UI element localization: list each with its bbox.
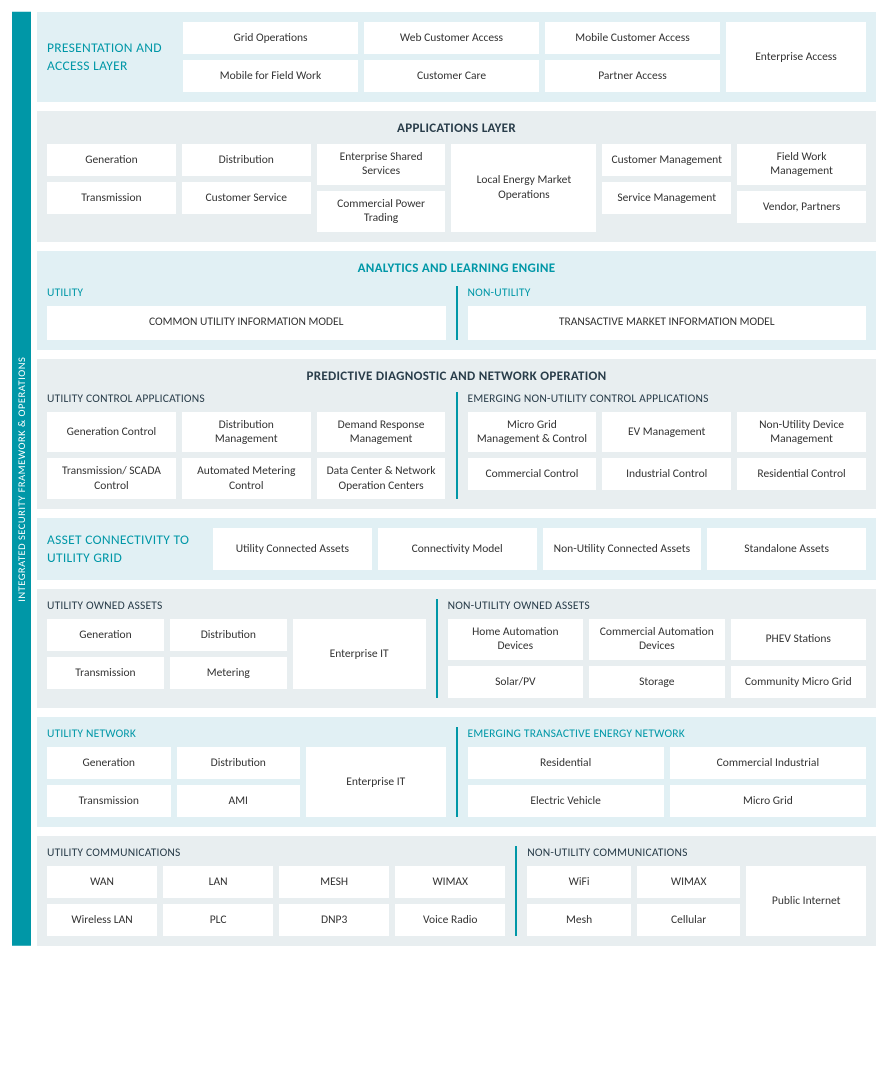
box: Solar/PV (448, 666, 583, 698)
diagram-frame: INTEGRATED SECURITY FRAMEWORK & OPERATIO… (12, 12, 876, 946)
box: Commercial Automation Devices (589, 619, 724, 660)
box: WAN (47, 866, 157, 898)
box: Wireless LAN (47, 904, 157, 936)
box: PLC (163, 904, 273, 936)
analytics-section: ANALYTICS AND LEARNING ENGINE UTILITY CO… (37, 251, 876, 350)
box: Local Energy Market Operations (451, 144, 596, 232)
box: Public Internet (746, 866, 866, 936)
analytics-left-label: UTILITY (47, 286, 446, 300)
comms-right-label: NON-UTILITY COMMUNICATIONS (527, 846, 866, 860)
box: Transmission (47, 182, 176, 214)
box: AMI (177, 785, 301, 817)
predictive-title: PREDICTIVE DIAGNOSTIC AND NETWORK OPERAT… (47, 369, 866, 384)
owned-left-label: UTILITY OWNED ASSETS (47, 599, 426, 613)
network-left-label: UTILITY NETWORK (47, 727, 446, 741)
asset-conn-title: ASSET CONNECTIVITY TO UTILITY GRID (47, 531, 207, 566)
box: Distribution (177, 747, 301, 779)
box: Distribution Management (182, 412, 311, 453)
predictive-section: PREDICTIVE DIAGNOSTIC AND NETWORK OPERAT… (37, 359, 876, 510)
asset-connectivity-section: ASSET CONNECTIVITY TO UTILITY GRID Utili… (37, 518, 876, 580)
box: Connectivity Model (378, 528, 537, 570)
box: TRANSACTIVE MARKET INFORMATION MODEL (468, 306, 867, 340)
box: Micro Grid Management & Control (468, 412, 597, 453)
box: Community Micro Grid (731, 666, 866, 698)
box: Distribution (170, 619, 287, 651)
applications-title: APPLICATIONS LAYER (47, 121, 866, 136)
box: Generation (47, 747, 171, 779)
box: Micro Grid (670, 785, 866, 817)
box: Automated Metering Control (182, 458, 311, 499)
owned-right-label: NON-UTILITY OWNED ASSETS (448, 599, 866, 613)
analytics-right-label: NON-UTILITY (468, 286, 867, 300)
presentation-section: PRESENTATION AND ACCESS LAYER Grid Opera… (37, 12, 876, 102)
box: Demand Response Management (317, 412, 446, 453)
box: Enterprise IT (306, 747, 446, 817)
box: Standalone Assets (707, 528, 866, 570)
box: Transmission (47, 785, 171, 817)
box: WiFi (527, 866, 631, 898)
box: Home Automation Devices (448, 619, 583, 660)
box: Utility Connected Assets (213, 528, 372, 570)
box: Mobile for Field Work (183, 60, 358, 92)
box: Residential (468, 747, 664, 779)
box: Vendor, Partners (737, 191, 866, 223)
box: Storage (589, 666, 724, 698)
owned-assets-section: UTILITY OWNED ASSETS Generation Transmis… (37, 589, 876, 708)
box: Commercial Power Trading (317, 191, 446, 232)
predictive-right-label: EMERGING NON-UTILITY CONTROL APPLICATION… (468, 392, 867, 406)
box: Field Work Management (737, 144, 866, 185)
sidebar-label: INTEGRATED SECURITY FRAMEWORK & OPERATIO… (12, 12, 31, 946)
box: PHEV Stations (731, 619, 866, 660)
presentation-title: PRESENTATION AND ACCESS LAYER (47, 39, 177, 74)
box: Enterprise IT (293, 619, 426, 689)
communications-section: UTILITY COMMUNICATIONS WAN LAN MESH WIMA… (37, 836, 876, 946)
box: Customer Service (182, 182, 311, 214)
box: Enterprise Access (726, 22, 866, 92)
box: Customer Care (364, 60, 539, 92)
predictive-left-label: UTILITY CONTROL APPLICATIONS (47, 392, 446, 406)
box: Mesh (527, 904, 631, 936)
box: Mobile Customer Access (545, 22, 720, 54)
box: Web Customer Access (364, 22, 539, 54)
box: Transmission/ SCADA Control (47, 458, 176, 499)
box: WIMAX (395, 866, 505, 898)
network-section: UTILITY NETWORK Generation Transmission … (37, 717, 876, 827)
box: Industrial Control (602, 458, 731, 490)
box: COMMON UTILITY INFORMATION MODEL (47, 306, 446, 340)
box: Generation (47, 619, 164, 651)
box: Partner Access (545, 60, 720, 92)
box: Non-Utility Device Management (737, 412, 866, 453)
box: Commercial Industrial (670, 747, 866, 779)
box: Generation (47, 144, 176, 176)
comms-left-label: UTILITY COMMUNICATIONS (47, 846, 505, 860)
box: Service Management (602, 182, 731, 214)
box: EV Management (602, 412, 731, 453)
box: Voice Radio (395, 904, 505, 936)
box: Grid Operations (183, 22, 358, 54)
analytics-title: ANALYTICS AND LEARNING ENGINE (47, 261, 866, 276)
box: Transmission (47, 657, 164, 689)
box: WIMAX (637, 866, 741, 898)
main-column: PRESENTATION AND ACCESS LAYER Grid Opera… (37, 12, 876, 946)
box: LAN (163, 866, 273, 898)
box: Metering (170, 657, 287, 689)
box: Customer Management (602, 144, 731, 176)
box: Cellular (637, 904, 741, 936)
box: Enterprise Shared Services (317, 144, 446, 185)
box: Generation Control (47, 412, 176, 453)
box: Residential Control (737, 458, 866, 490)
network-right-label: EMERGING TRANSACTIVE ENERGY NETWORK (468, 727, 867, 741)
box: DNP3 (279, 904, 389, 936)
box: Electric Vehicle (468, 785, 664, 817)
box: Data Center & Network Operation Centers (317, 458, 446, 499)
box: Non-Utility Connected Assets (543, 528, 702, 570)
box: Distribution (182, 144, 311, 176)
applications-section: APPLICATIONS LAYER Generation Transmissi… (37, 111, 876, 242)
box: MESH (279, 866, 389, 898)
box: Commercial Control (468, 458, 597, 490)
